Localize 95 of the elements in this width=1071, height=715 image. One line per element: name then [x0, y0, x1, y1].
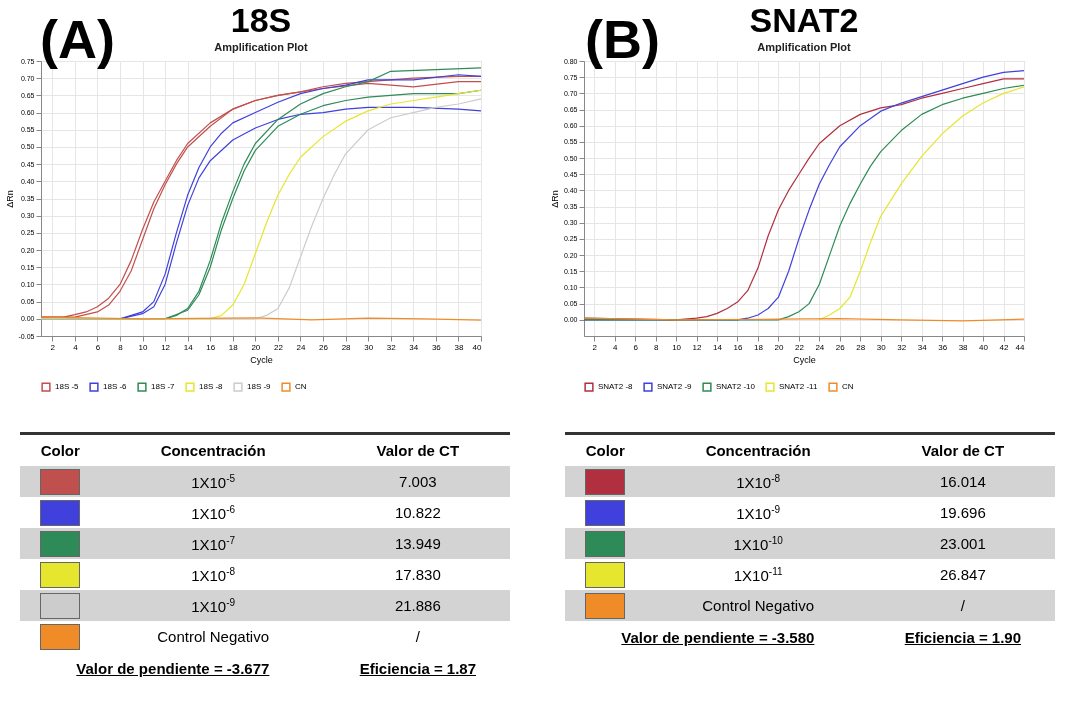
text: Concentración	[704, 441, 812, 461]
chart-subtitle: Amplification Plot	[214, 41, 309, 53]
x-tick-label: 6	[95, 342, 101, 352]
x-tick-label: 40	[472, 342, 483, 352]
x-tick-label: 20	[251, 342, 261, 352]
legend-label: 18S -9	[247, 382, 272, 392]
x-tick-label: 8	[653, 342, 659, 352]
annotation: (A)	[40, 8, 115, 70]
legend-label: 18S -5	[55, 382, 80, 392]
x-tick-label: 2	[592, 342, 598, 352]
x-tick-label: 24	[296, 342, 306, 352]
text: Control Negativo	[645, 590, 871, 621]
x-tick-label: 28	[341, 342, 352, 352]
x-tick-label: 16	[733, 342, 743, 352]
text: 1X10$^{-9}$	[100, 590, 326, 621]
y-axis-title: ΔRn	[549, 190, 560, 208]
x-tick-label: 36	[938, 342, 948, 352]
chart-title: 18S	[230, 1, 292, 39]
text: Valor de CT	[375, 441, 461, 461]
x-tick-label: 12	[692, 342, 703, 352]
x-tick-label: 30	[364, 342, 374, 352]
text: Eficiencia = 1.87	[358, 658, 477, 679]
text: 1X10$^{-8}$	[190, 564, 237, 586]
x-tick-label: 30	[876, 342, 887, 352]
x-tick-label: 10	[138, 342, 149, 352]
text: 1X10$^{-7}$	[100, 528, 326, 559]
text: Valor de pendiente = -3.580	[620, 627, 816, 648]
legend-label: SNAT2 -9	[657, 382, 693, 392]
text: 1X10$^{-5}$	[100, 466, 326, 497]
text: Concentración	[159, 441, 267, 461]
x-tick-label: 24	[815, 342, 825, 352]
x-tick-label: 12	[161, 342, 171, 352]
x-tick-label: 34	[917, 342, 928, 352]
x-tick-label: 4	[73, 342, 79, 352]
x-tick-label: 2	[50, 342, 56, 352]
x-tick-label: 26	[835, 342, 846, 352]
x-tick-label: 6	[633, 342, 639, 352]
chart-subtitle: Amplification Plot	[757, 41, 852, 53]
x-tick-label: 16	[206, 342, 216, 352]
x-tick-label: 36	[431, 342, 442, 352]
x-axis-title: Cycle	[250, 354, 273, 365]
text: 21.886	[325, 590, 510, 621]
text: 1X10$^{-6}$	[190, 502, 237, 524]
x-tick-label: 34	[409, 342, 419, 352]
text: 23.001	[870, 528, 1055, 559]
x-tick-label: 18	[228, 342, 239, 352]
y-axis-title: ΔRn	[4, 190, 15, 208]
x-axis-title: Cycle	[793, 354, 816, 365]
text: 10.822	[393, 503, 442, 523]
chart-title: SNAT2	[749, 1, 859, 39]
x-tick-label: 42	[999, 342, 1010, 352]
x-tick-label: 14	[183, 342, 194, 352]
x-tick-label: 40	[979, 342, 989, 352]
text: 1X10$^{-9}$	[735, 502, 782, 524]
x-tick-label: 32	[897, 342, 907, 352]
text: Control Negativo	[156, 627, 270, 647]
text: 1X10$^{-8}$	[645, 466, 871, 497]
text: 13.949	[325, 528, 510, 559]
x-tick-label: 22	[794, 342, 805, 352]
annotation: (B)	[585, 8, 660, 70]
text: Eficiencia = 1.90	[903, 627, 1022, 648]
text: Valor de CT	[920, 441, 1006, 461]
legend-label: CN	[295, 382, 307, 392]
x-tick-label: 38	[454, 342, 464, 352]
x-tick-label: 4	[612, 342, 618, 352]
legend-label: 18S -6	[103, 382, 128, 392]
legend-label: SNAT2 -8	[598, 382, 634, 392]
text: Color	[39, 441, 81, 461]
text: Valor de pendiente = -3.677	[75, 658, 271, 679]
text: 1X10$^{-10}$	[645, 528, 871, 559]
x-tick-label: 32	[386, 342, 397, 352]
x-tick-label: 8	[118, 342, 124, 352]
text: 1X10$^{-11}$	[732, 564, 784, 586]
legend-label: 18S -7	[151, 382, 176, 392]
legend-label: CN	[842, 382, 854, 392]
text: 16.014	[870, 466, 1055, 497]
legend-label: 18S -8	[199, 382, 224, 392]
text: Color	[584, 441, 626, 461]
text: /	[870, 590, 1055, 621]
text: /	[414, 627, 421, 647]
text: 7.003	[325, 466, 510, 497]
x-tick-label: 44	[1015, 342, 1026, 352]
text: 19.696	[938, 503, 987, 523]
legend-label: SNAT2 -11	[779, 382, 818, 392]
text: 26.847	[938, 565, 987, 585]
text: 17.830	[393, 565, 442, 585]
x-tick-label: 26	[319, 342, 329, 352]
legend-label: SNAT2 -10	[716, 382, 756, 392]
x-tick-label: 22	[273, 342, 284, 352]
x-tick-label: 10	[672, 342, 682, 352]
x-tick-label: 18	[754, 342, 764, 352]
x-tick-label: 20	[774, 342, 784, 352]
x-tick-label: 38	[958, 342, 969, 352]
x-tick-label: 28	[856, 342, 866, 352]
x-tick-label: 14	[713, 342, 723, 352]
